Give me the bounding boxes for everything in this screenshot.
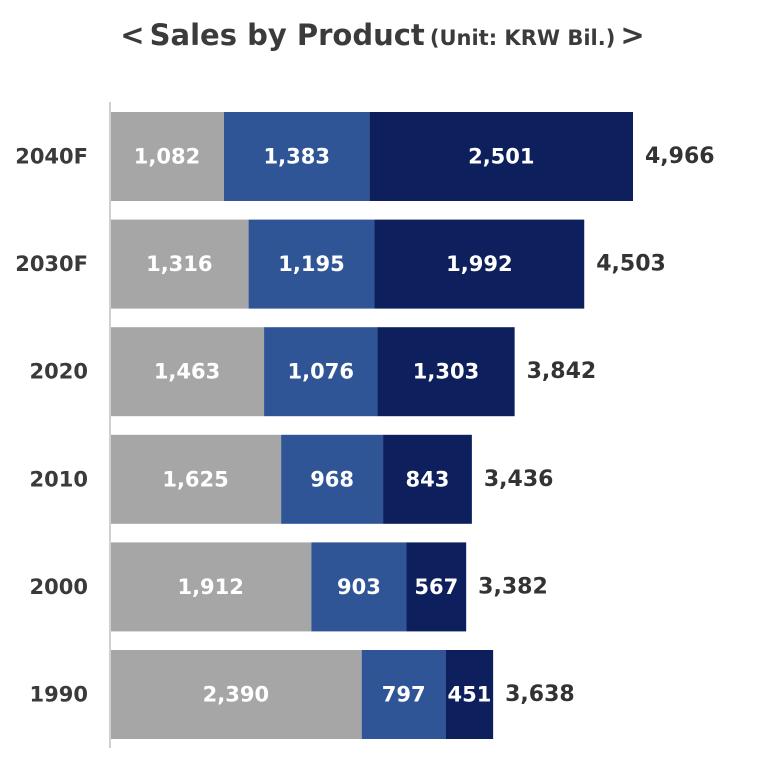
data-label-2040f-3: 2,501 xyxy=(468,145,534,169)
category-label-1990: 1990 xyxy=(30,683,88,707)
total-label-2000: 3,382 xyxy=(478,574,548,599)
bar-segment-2030f-2 xyxy=(248,219,375,309)
data-label-1990-2: 797 xyxy=(382,683,426,707)
bar-segment-2040f-3 xyxy=(369,112,633,201)
data-label-2000-3: 567 xyxy=(414,575,458,599)
category-label-2010: 2010 xyxy=(30,467,88,491)
bar-segment-2030f-1 xyxy=(110,219,249,309)
data-label-2040f-2: 1,383 xyxy=(264,145,330,169)
total-label-2010: 3,436 xyxy=(484,467,554,492)
chart-title-open-bracket: < xyxy=(120,18,145,52)
bar-segment-2000-2 xyxy=(311,542,407,632)
data-label-2010-3: 843 xyxy=(406,467,450,491)
chart-title-main: Sales by Product xyxy=(149,18,425,52)
data-label-2000-2: 903 xyxy=(337,575,381,599)
data-label-2020-3: 1,303 xyxy=(413,360,479,384)
bar-segment-2020-3 xyxy=(377,327,515,417)
total-label-1990: 3,638 xyxy=(505,682,575,707)
data-label-2020-2: 1,076 xyxy=(288,360,354,384)
category-label-2020: 2020 xyxy=(30,360,88,384)
data-label-2010-1: 1,625 xyxy=(162,467,228,491)
bar-segment-2030f-3 xyxy=(374,219,585,309)
chart-title-close-bracket: > xyxy=(620,18,645,52)
bar-segment-1990-3 xyxy=(445,650,494,739)
category-label-2000: 2000 xyxy=(30,575,88,599)
bar-segment-2040f-2 xyxy=(223,112,370,201)
total-label-2030f: 4,503 xyxy=(596,252,666,277)
bar-segment-2000-3 xyxy=(406,542,467,632)
bar-segment-2010-1 xyxy=(110,434,282,524)
total-label-2020: 3,842 xyxy=(527,359,597,384)
bar-segment-2020-2 xyxy=(264,327,378,417)
bar-segment-1990-2 xyxy=(361,650,446,739)
bar-segment-2040f-1 xyxy=(110,112,224,201)
data-label-2030f-1: 1,316 xyxy=(146,252,212,276)
bar-segment-1990-1 xyxy=(110,650,362,739)
data-label-2010-2: 968 xyxy=(310,467,354,491)
bar-segment-2010-3 xyxy=(383,434,472,524)
data-label-1990-1: 2,390 xyxy=(203,683,269,707)
data-label-2000-1: 1,912 xyxy=(177,575,243,599)
chart-title-unit: (Unit: KRW Bil.) xyxy=(429,26,616,50)
chart-title: < Sales by Product (Unit: KRW Bil.) > xyxy=(0,18,765,52)
data-label-2030f-2: 1,195 xyxy=(278,252,344,276)
bar-segment-2020-1 xyxy=(110,327,265,417)
data-label-1990-3: 451 xyxy=(447,683,491,707)
category-label-2030f: 2030F xyxy=(15,252,88,276)
data-label-2030f-3: 1,992 xyxy=(446,252,512,276)
bar-segment-2000-1 xyxy=(110,542,312,632)
total-label-2040f: 4,966 xyxy=(645,144,715,169)
bar-segment-2010-2 xyxy=(281,434,384,524)
category-label-2040f: 2040F xyxy=(15,145,88,169)
data-label-2040f-1: 1,082 xyxy=(134,145,200,169)
data-label-2020-1: 1,463 xyxy=(154,360,220,384)
